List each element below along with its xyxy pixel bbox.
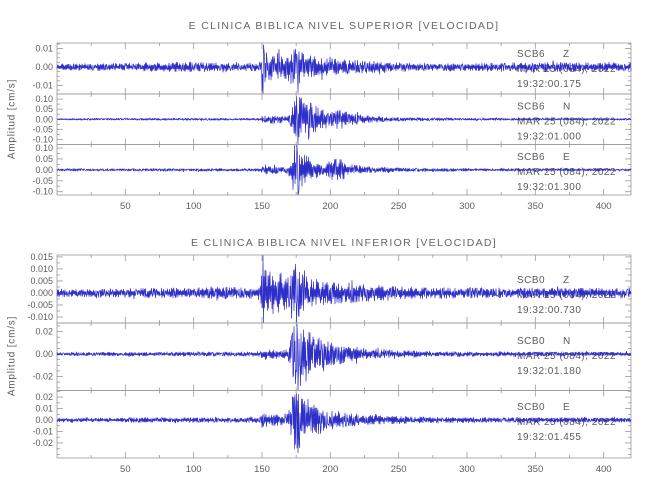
component-code: N [563, 336, 571, 347]
component-code: E [563, 152, 570, 163]
x-tick-label: 50 [120, 464, 131, 475]
y-tick-label: 0.015 [30, 252, 53, 262]
trace-scb6-n: 0.100.050.00-0.05-0.10 SCB6 N MAR 25 (084),… [32, 93, 632, 145]
component-code: E [563, 402, 570, 413]
y-tick-label: 0.00 [35, 349, 53, 359]
subplot-frame [56, 390, 632, 459]
y-tick-label: -0.10 [32, 187, 53, 197]
panel-superior: 0.01 0.00 -0.01 SCB6 Z MAR 25 (084), 2022 19:3… [32, 42, 632, 212]
component-code: Z [563, 49, 570, 60]
y-tick-label: 0.00 [35, 415, 53, 425]
y-tick-label: 0.02 [35, 392, 53, 402]
time-label: 19:32:01.000 [517, 131, 581, 142]
station-code: SCB0 [517, 275, 545, 286]
y-tick-label: 0.01 [35, 404, 53, 414]
waveform-scb0-e [56, 393, 632, 454]
x-tick-label: 300 [459, 464, 475, 475]
y-tick-label: 0.000 [30, 288, 53, 298]
station-code: SCB6 [517, 152, 545, 163]
y-tick-label: 0.05 [35, 104, 53, 114]
y-tick-label: -0.05 [32, 124, 53, 134]
y-tick-label: 0.005 [30, 276, 53, 286]
x-tick-label: 350 [527, 201, 543, 212]
x-tick-label: 300 [459, 201, 475, 212]
x-tick-label: 400 [596, 201, 612, 212]
amplitude-axis-label-top: Amplitud [cm/s] [6, 78, 18, 160]
waveform-scb0-z [56, 255, 632, 323]
x-tick-label: 100 [186, 464, 202, 475]
component-code: N [563, 101, 571, 112]
trace-scb6-e: 0.100.050.00-0.05-0.10 SCB6 E MAR 25 (084),… [32, 143, 632, 197]
time-label: 19:32:00.730 [517, 305, 581, 316]
station-code: SCB0 [517, 402, 545, 413]
trace-scb0-n: 0.02 0.00 -0.02 SCB0 N MAR 25 (084), 2022 19:3… [32, 322, 632, 391]
panel-title-inferior: E CLINICA BIBLICA NIVEL INFERIOR [VELOCI… [191, 237, 497, 249]
y-tick-label: -0.010 [27, 312, 53, 322]
y-tick-label: 0.00 [35, 114, 53, 124]
station-code: SCB6 [517, 49, 545, 60]
y-tick-label: 0.01 [35, 44, 53, 54]
station-code: SCB0 [517, 336, 545, 347]
x-tick-label: 200 [322, 201, 338, 212]
x-tick-label: 200 [322, 464, 338, 475]
y-tick-label: -0.10 [32, 134, 53, 144]
component-code: Z [563, 275, 570, 286]
panel-inferior: 0.015 0.010 0.005 0.000 -0.005 -0.010 SCB0 Z MAR… [27, 252, 632, 475]
y-tick-label: -0.005 [27, 300, 53, 310]
y-tick-label: -0.01 [32, 426, 53, 436]
x-tick-label: 350 [527, 464, 543, 475]
x-tick-label: 150 [254, 464, 270, 475]
y-tick-label: 0.02 [35, 327, 53, 337]
trace-scb0-z: 0.015 0.010 0.005 0.000 -0.005 -0.010 SCB0 Z MAR… [27, 252, 632, 324]
x-tick-label: 50 [120, 201, 131, 212]
trace-scb6-z: 0.01 0.00 -0.01 SCB6 Z MAR 25 (084), 2022 19:3… [32, 42, 632, 95]
amplitude-axis-label-bottom: Amplitud [cm/s] [6, 315, 18, 397]
y-tick-label: 0.00 [35, 165, 53, 175]
date-label: MAR 25 (084), 2022 [517, 167, 616, 178]
y-tick-label: -0.05 [32, 176, 53, 186]
waveform-scb6-z [56, 44, 632, 94]
x-tick-label: 250 [391, 464, 407, 475]
date-label: MAR 25 (084), 2022 [517, 351, 616, 362]
date-label: MAR 25 (084), 2022 [517, 116, 616, 127]
y-tick-label: -0.01 [32, 81, 53, 91]
y-tick-label: 0.010 [30, 264, 53, 274]
waveform-scb6-e [56, 145, 632, 195]
x-tick-label: 250 [391, 201, 407, 212]
y-tick-label: -0.02 [32, 372, 53, 382]
y-tick-label: -0.02 [32, 438, 53, 448]
y-tick-label: 0.10 [35, 143, 53, 153]
waveform-scb0-n [56, 323, 632, 391]
station-code: SCB6 [517, 101, 545, 112]
time-label: 19:32:01.455 [517, 432, 581, 443]
date-label: MAR 25 (084), 2022 [517, 64, 616, 75]
waveform-scb6-n [56, 96, 632, 145]
x-tick-label: 400 [596, 464, 612, 475]
panel-title-superior: E CLINICA BIBLICA NIVEL SUPERIOR [VELOCI… [188, 20, 500, 32]
y-tick-label: 0.10 [35, 94, 53, 104]
y-tick-label: 0.00 [35, 62, 53, 72]
time-label: 19:32:01.180 [517, 366, 581, 377]
x-tick-label: 100 [186, 201, 202, 212]
time-label: 19:32:00.175 [517, 79, 581, 90]
time-label: 19:32:01.300 [517, 182, 581, 193]
y-tick-label: 0.05 [35, 154, 53, 164]
x-tick-label: 150 [254, 201, 270, 212]
date-label: MAR 25 (084), 2022 [517, 290, 616, 301]
